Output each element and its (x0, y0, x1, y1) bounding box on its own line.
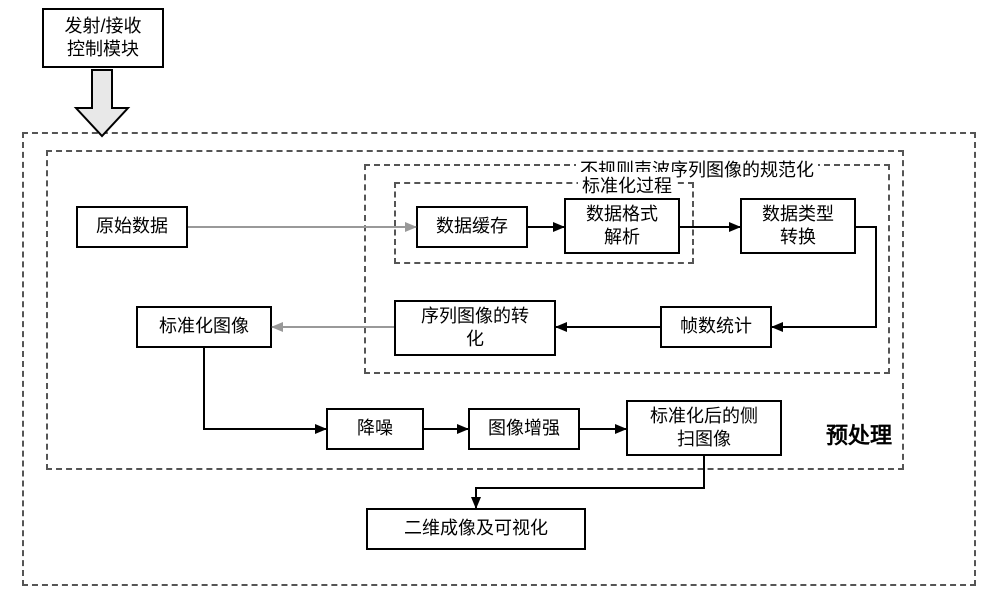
data-type-convert-box: 数据类型 转换 (740, 198, 856, 254)
big-arrow-ctrl-to-raw (76, 70, 128, 136)
control-module-box: 发射/接收 控制模块 (42, 8, 164, 68)
standardization-process-label: 标准化过程 (578, 172, 676, 198)
sequence-image-convert-box: 序列图像的转 化 (394, 300, 556, 356)
image-enhance-box: 图像增强 (468, 408, 580, 450)
raw-data-box: 原始数据 (76, 206, 188, 248)
visualization-box: 二维成像及可视化 (366, 508, 586, 550)
preprocessing-label: 预处理 (822, 418, 896, 450)
frame-count-box: 帧数统计 (660, 306, 772, 348)
standardized-image-box: 标准化图像 (136, 306, 272, 348)
denoise-box: 降噪 (326, 408, 424, 450)
data-cache-box: 数据缓存 (416, 206, 528, 248)
data-parse-box: 数据格式 解析 (564, 198, 680, 254)
side-scan-image-box: 标准化后的侧 扫图像 (626, 400, 782, 456)
